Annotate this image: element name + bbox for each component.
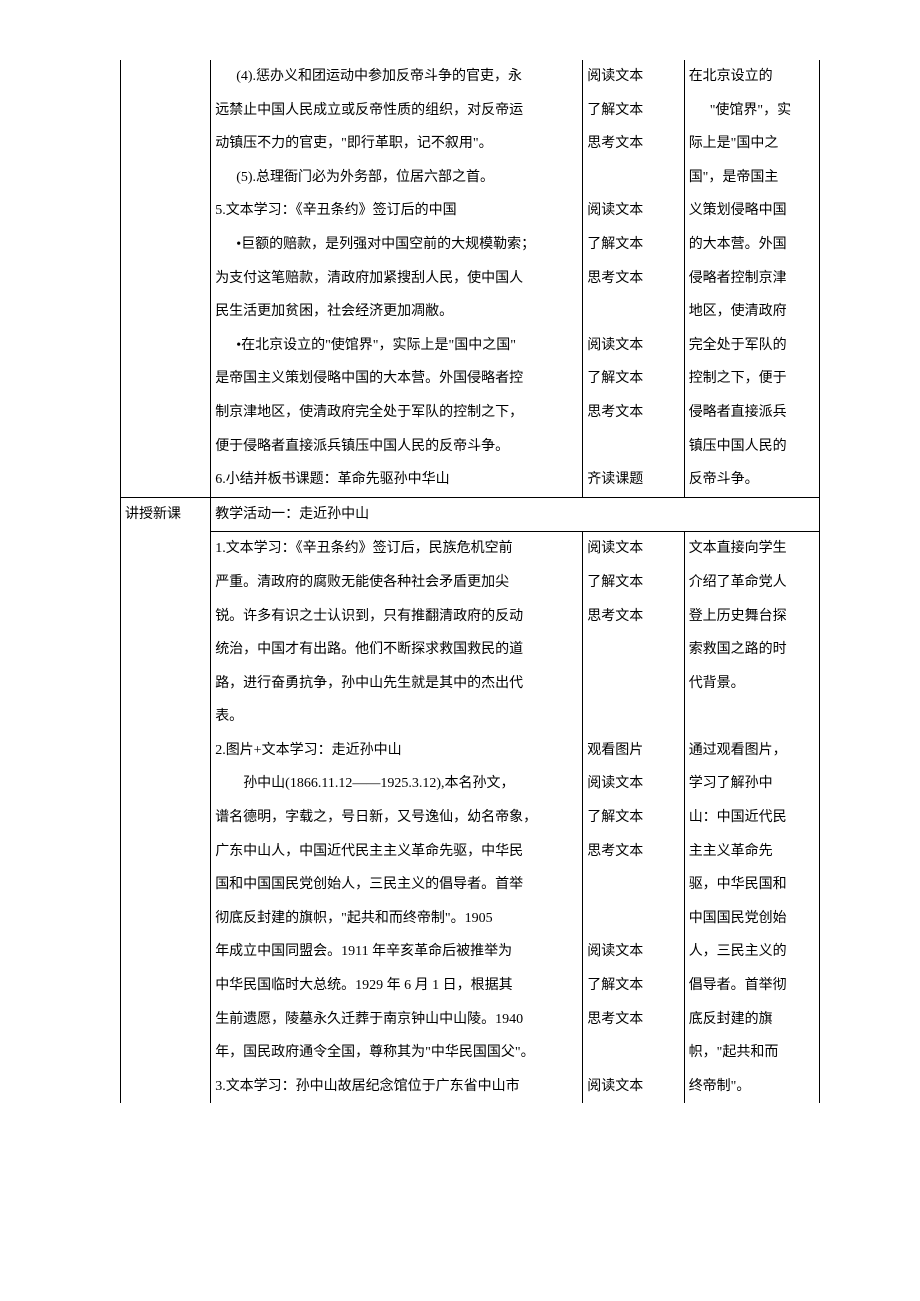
content-line: 严重。清政府的腐败无能使各种社会矛盾更加尖 bbox=[215, 566, 578, 600]
intent-cell: 文本直接向学生 介绍了革命党人 登上历史舞台探 索救国之路的时 代背景。 通过观… bbox=[684, 532, 819, 1104]
intent-line: 底反封建的旗 bbox=[689, 1003, 815, 1037]
intent-line: 代背景。 bbox=[689, 667, 815, 701]
intent-line: 在北京设立的 bbox=[689, 60, 815, 94]
intent-line: 反帝斗争。 bbox=[689, 463, 815, 497]
content-line: 为支付这笔赔款，清政府加紧搜刮人民，使中国人 bbox=[215, 262, 578, 296]
activity-line: 阅读文本 bbox=[587, 767, 679, 801]
intent-line: 国"，是帝国主 bbox=[689, 161, 815, 195]
intent-line: 人，三民主义的 bbox=[689, 935, 815, 969]
activity-title-cell: 教学活动一：走近孙中山 bbox=[211, 497, 820, 532]
table-row: 讲授新课 教学活动一：走近孙中山 bbox=[121, 497, 820, 532]
content-line: 广东中山人，中国近代民主主义革命先驱，中华民 bbox=[215, 835, 578, 869]
intent-line: 镇压中国人民的 bbox=[689, 430, 815, 464]
content-line: 年成立中国同盟会。1911 年辛亥革命后被推举为 bbox=[215, 935, 578, 969]
content-line: 是帝国主义策划侵略中国的大本营。外国侵略者控 bbox=[215, 362, 578, 396]
activity-line: 了解文本 bbox=[587, 228, 679, 262]
activity-line: 思考文本 bbox=[587, 127, 679, 161]
activity-line: 观看图片 bbox=[587, 734, 679, 768]
intent-line: 介绍了革命党人 bbox=[689, 566, 815, 600]
activity-line: 齐读课题 bbox=[587, 463, 679, 497]
intent-line: 控制之下，便于 bbox=[689, 362, 815, 396]
lesson-plan-table: (4).惩办义和团运动中参加反帝斗争的官吏，永 远禁止中国人民成立或反帝性质的组… bbox=[120, 60, 820, 1103]
content-line: 6.小结并板书课题：革命先驱孙中华山 bbox=[215, 463, 578, 497]
activity-line: 阅读文本 bbox=[587, 1070, 679, 1104]
content-line: 孙中山(1866.11.12——1925.3.12),本名孙文， bbox=[215, 767, 578, 801]
intent-line: 登上历史舞台探 bbox=[689, 600, 815, 634]
content-line: 5.文本学习：《辛丑条约》签订后的中国 bbox=[215, 194, 578, 228]
intent-line: 索救国之路的时 bbox=[689, 633, 815, 667]
content-line: 2.图片+文本学习：走近孙中山 bbox=[215, 734, 578, 768]
intent-line: 完全处于军队的 bbox=[689, 329, 815, 363]
activity-line: 阅读文本 bbox=[587, 329, 679, 363]
content-line: 3.文本学习：孙中山故居纪念馆位于广东省中山市 bbox=[215, 1070, 578, 1104]
activity-line: 了解文本 bbox=[587, 566, 679, 600]
intent-line: 驱，中华民国和 bbox=[689, 868, 815, 902]
intent-line: 际上是"国中之 bbox=[689, 127, 815, 161]
content-line: 表。 bbox=[215, 700, 578, 734]
student-activity-cell: 阅读文本 了解文本 思考文本 观看图片 阅读文本 了解文本 思考文本 阅读文本 … bbox=[583, 532, 684, 1104]
content-line: 动镇压不力的官吏，"即行革职，记不叙用"。 bbox=[215, 127, 578, 161]
intent-line: 学习了解孙中 bbox=[689, 767, 815, 801]
intent-line: 文本直接向学生 bbox=[689, 532, 815, 566]
activity-line: 了解文本 bbox=[587, 94, 679, 128]
activity-line: 阅读文本 bbox=[587, 935, 679, 969]
activity-line: 思考文本 bbox=[587, 835, 679, 869]
activity-line: 思考文本 bbox=[587, 396, 679, 430]
content-line: 年，国民政府通令全国，尊称其为"中华民国国父"。 bbox=[215, 1036, 578, 1070]
intent-line: 的大本营。外国 bbox=[689, 228, 815, 262]
table-row: 1.文本学习：《辛丑条约》签订后，民族危机空前 严重。清政府的腐败无能使各种社会… bbox=[121, 532, 820, 1104]
content-cell: 1.文本学习：《辛丑条约》签订后，民族危机空前 严重。清政府的腐败无能使各种社会… bbox=[211, 532, 583, 1104]
activity-line: 思考文本 bbox=[587, 262, 679, 296]
content-line: (4).惩办义和团运动中参加反帝斗争的官吏，永 bbox=[215, 60, 578, 94]
phase-cell bbox=[121, 532, 211, 1104]
intent-line: 义策划侵略中国 bbox=[689, 194, 815, 228]
activity-line: 思考文本 bbox=[587, 1003, 679, 1037]
intent-line: 帜，"起共和而 bbox=[689, 1036, 815, 1070]
phase-cell: 讲授新课 bbox=[121, 497, 211, 532]
content-line: 路，进行奋勇抗争，孙中山先生就是其中的杰出代 bbox=[215, 667, 578, 701]
intent-line: 侵略者控制京津 bbox=[689, 262, 815, 296]
content-line: 制京津地区，使清政府完全处于军队的控制之下， bbox=[215, 396, 578, 430]
activity-line: 了解文本 bbox=[587, 362, 679, 396]
intent-line: 终帝制"。 bbox=[689, 1070, 815, 1104]
activity-line: 阅读文本 bbox=[587, 60, 679, 94]
activity-line: 阅读文本 bbox=[587, 532, 679, 566]
intent-line: 中国国民党创始 bbox=[689, 902, 815, 936]
content-cell: (4).惩办义和团运动中参加反帝斗争的官吏，永 远禁止中国人民成立或反帝性质的组… bbox=[211, 60, 583, 497]
content-line: 1.文本学习：《辛丑条约》签订后，民族危机空前 bbox=[215, 532, 578, 566]
intent-line: 山：中国近代民 bbox=[689, 801, 815, 835]
intent-cell: 在北京设立的 "使馆界"，实 际上是"国中之 国"，是帝国主 义策划侵略中国 的… bbox=[684, 60, 819, 497]
content-line: •巨额的赔款，是列强对中国空前的大规模勒索； bbox=[215, 228, 578, 262]
student-activity-cell: 阅读文本 了解文本 思考文本 阅读文本 了解文本 思考文本 阅读文本 了解文本 … bbox=[583, 60, 684, 497]
content-line: 锐。许多有识之士认识到，只有推翻清政府的反动 bbox=[215, 600, 578, 634]
intent-line: 侵略者直接派兵 bbox=[689, 396, 815, 430]
intent-line: 倡导者。首举彻 bbox=[689, 969, 815, 1003]
content-line: 统治，中国才有出路。他们不断探求救国救民的道 bbox=[215, 633, 578, 667]
phase-cell bbox=[121, 60, 211, 497]
activity-line: 了解文本 bbox=[587, 801, 679, 835]
activity-line: 思考文本 bbox=[587, 600, 679, 634]
intent-line: 地区，使清政府 bbox=[689, 295, 815, 329]
activity-line: 了解文本 bbox=[587, 969, 679, 1003]
content-line: •在北京设立的"使馆界"，实际上是"国中之国" bbox=[215, 329, 578, 363]
content-line: 中华民国临时大总统。1929 年 6 月 1 日，根据其 bbox=[215, 969, 578, 1003]
activity-line: 阅读文本 bbox=[587, 194, 679, 228]
content-line: 生前遗愿，陵墓永久迁葬于南京钟山中山陵。1940 bbox=[215, 1003, 578, 1037]
content-line: 远禁止中国人民成立或反帝性质的组织，对反帝运 bbox=[215, 94, 578, 128]
content-line: 谱名德明，字载之，号日新，又号逸仙，幼名帝象， bbox=[215, 801, 578, 835]
content-line: 国和中国国民党创始人，三民主义的倡导者。首举 bbox=[215, 868, 578, 902]
table-row: (4).惩办义和团运动中参加反帝斗争的官吏，永 远禁止中国人民成立或反帝性质的组… bbox=[121, 60, 820, 497]
intent-line: 主主义革命先 bbox=[689, 835, 815, 869]
content-line: 便于侵略者直接派兵镇压中国人民的反帝斗争。 bbox=[215, 430, 578, 464]
intent-line: "使馆界"，实 bbox=[689, 94, 815, 128]
content-line: (5).总理衙门必为外务部，位居六部之首。 bbox=[215, 161, 578, 195]
intent-line: 通过观看图片， bbox=[689, 734, 815, 768]
content-line: 民生活更加贫困，社会经济更加凋敝。 bbox=[215, 295, 578, 329]
content-line: 彻底反封建的旗帜，"起共和而终帝制"。1905 bbox=[215, 902, 578, 936]
